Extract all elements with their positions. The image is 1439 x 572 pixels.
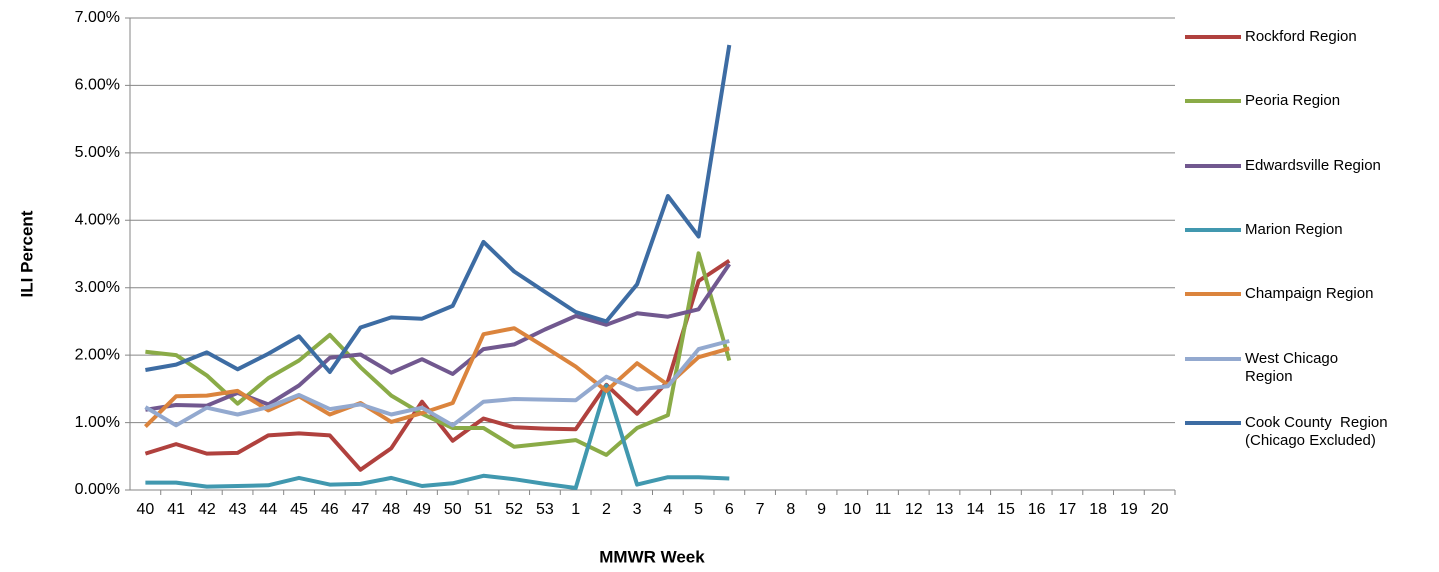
- legend-label: West Chicago Region: [1245, 349, 1339, 385]
- y-tick-label: 0.00%: [75, 481, 120, 498]
- x-tick-label: 4: [663, 501, 672, 518]
- x-tick-label: 50: [444, 501, 462, 518]
- legend-swatch: [1185, 227, 1241, 232]
- x-tick-label: 52: [505, 501, 523, 518]
- x-tick-label: 3: [633, 501, 642, 518]
- legend-item: Marion Region: [1185, 221, 1343, 239]
- x-tick-label: 13: [936, 501, 954, 518]
- legend-swatch: [1185, 356, 1241, 361]
- x-tick-label: 51: [475, 501, 493, 518]
- y-axis-title: ILI Percent: [17, 210, 36, 297]
- x-tick-label: 45: [290, 501, 308, 518]
- x-tick-label: 2: [602, 501, 611, 518]
- x-tick-label: 12: [905, 501, 923, 518]
- x-tick-label: 17: [1059, 501, 1077, 518]
- legend-swatch: [1185, 420, 1241, 425]
- y-tick-label: 5.00%: [75, 144, 120, 161]
- series-line: [145, 251, 732, 457]
- series-line: [144, 339, 730, 428]
- x-tick-label: 10: [843, 501, 861, 518]
- legend-swatch: [1185, 99, 1241, 104]
- x-tick-label: 49: [413, 501, 431, 518]
- legend-label: Rockford Region: [1245, 28, 1357, 45]
- legend-item: West Chicago Region: [1185, 350, 1338, 386]
- legend-item: Cook County Region (Chicago Excluded): [1185, 414, 1388, 450]
- x-axis-title: MMWR Week: [599, 547, 705, 566]
- legend-label: Champaign Region: [1245, 285, 1374, 303]
- x-tick-label: 42: [198, 501, 216, 518]
- legend-label: Cook County Region (Chicago Excluded): [1245, 413, 1388, 449]
- x-tick-label: 44: [259, 501, 277, 518]
- y-tick-label: 1.00%: [75, 414, 120, 431]
- x-tick-label: 11: [875, 501, 892, 518]
- x-tick-label: 53: [536, 501, 554, 518]
- x-tick-label: 47: [352, 501, 370, 518]
- x-tick-label: 15: [997, 501, 1015, 518]
- y-tick-label: 6.00%: [75, 77, 120, 94]
- x-tick-label: 9: [817, 501, 826, 518]
- y-tick-label: 4.00%: [75, 212, 120, 229]
- x-tick-label: 16: [1028, 501, 1046, 518]
- series-line: [145, 383, 730, 490]
- series-line: [143, 326, 730, 429]
- legend-swatch: [1185, 35, 1241, 39]
- y-tick-label: 2.00%: [75, 346, 120, 363]
- x-tick-label: 14: [966, 501, 984, 518]
- x-tick-label: 20: [1151, 501, 1169, 518]
- series-line: [145, 44, 732, 374]
- x-tick-label: 7: [756, 501, 765, 518]
- legend-item: Champaign Region: [1185, 285, 1373, 303]
- legend-label: Edwardsville Region: [1245, 156, 1381, 174]
- legend-item: Rockford Region: [1185, 28, 1357, 46]
- legend-item: Peoria Region: [1185, 92, 1340, 110]
- x-tick-label: 6: [725, 501, 734, 518]
- x-tick-label: 19: [1120, 501, 1138, 518]
- x-tick-label: 41: [167, 501, 185, 518]
- legend-label: Marion Region: [1245, 220, 1343, 238]
- y-tick-label: 7.00%: [75, 9, 120, 26]
- x-tick-label: 43: [229, 501, 247, 518]
- x-tick-label: 5: [694, 501, 703, 518]
- legend-swatch: [1185, 163, 1241, 168]
- x-tick-label: 46: [321, 501, 339, 518]
- x-tick-label: 8: [786, 501, 795, 518]
- y-tick-label: 3.00%: [75, 279, 120, 296]
- x-tick-label: 48: [382, 501, 400, 518]
- legend-swatch: [1185, 292, 1241, 297]
- x-tick-label: 1: [571, 501, 580, 518]
- legend-label: Peoria Region: [1245, 92, 1341, 110]
- x-tick-label: 40: [136, 501, 154, 518]
- x-tick-label: 18: [1089, 501, 1107, 518]
- legend-item: Edwardsville Region: [1185, 157, 1381, 175]
